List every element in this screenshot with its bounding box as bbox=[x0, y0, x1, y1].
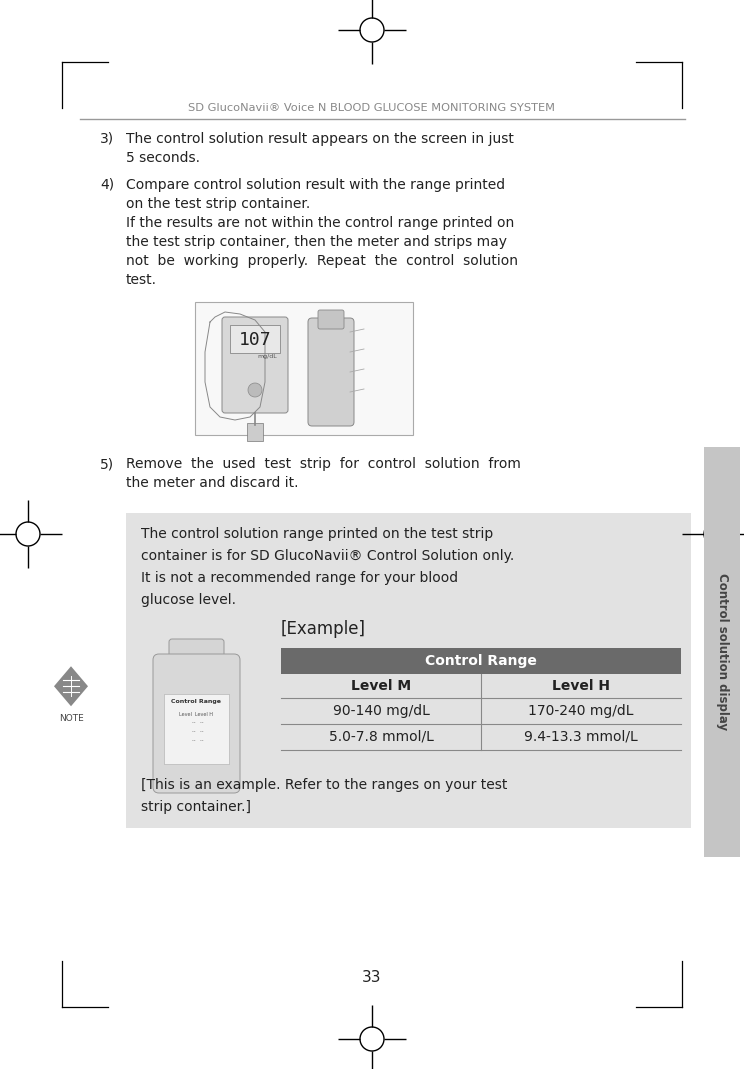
Text: Control Range: Control Range bbox=[425, 654, 537, 668]
Text: Level M: Level M bbox=[351, 679, 411, 693]
Text: If the results are not within the control range printed on: If the results are not within the contro… bbox=[126, 216, 514, 230]
Text: mg/dL: mg/dL bbox=[257, 354, 277, 359]
FancyBboxPatch shape bbox=[222, 317, 288, 413]
Text: 90-140 mg/dL: 90-140 mg/dL bbox=[333, 704, 429, 718]
Text: 33: 33 bbox=[362, 970, 382, 985]
Text: NOTE: NOTE bbox=[59, 714, 83, 724]
Text: Level H: Level H bbox=[552, 679, 610, 693]
FancyBboxPatch shape bbox=[308, 317, 354, 427]
FancyBboxPatch shape bbox=[153, 654, 240, 793]
Text: 3): 3) bbox=[100, 131, 114, 146]
Text: Control Range: Control Range bbox=[171, 699, 221, 704]
Text: 4): 4) bbox=[100, 179, 114, 192]
FancyBboxPatch shape bbox=[281, 648, 681, 673]
Text: 5.0-7.8 mmol/L: 5.0-7.8 mmol/L bbox=[329, 730, 434, 744]
Text: --   --: -- -- bbox=[189, 729, 203, 734]
FancyBboxPatch shape bbox=[164, 694, 229, 764]
FancyBboxPatch shape bbox=[318, 310, 344, 329]
Text: The control solution result appears on the screen in just: The control solution result appears on t… bbox=[126, 131, 514, 146]
Text: test.: test. bbox=[126, 273, 157, 286]
Text: strip container.]: strip container.] bbox=[141, 800, 251, 814]
FancyBboxPatch shape bbox=[247, 423, 263, 441]
Text: Control solution display: Control solution display bbox=[716, 573, 728, 730]
Text: 5): 5) bbox=[100, 458, 114, 471]
Text: the meter and discard it.: the meter and discard it. bbox=[126, 476, 298, 490]
Text: 170-240 mg/dL: 170-240 mg/dL bbox=[528, 704, 634, 718]
Text: 107: 107 bbox=[239, 331, 272, 348]
Text: [This is an example. Refer to the ranges on your test: [This is an example. Refer to the ranges… bbox=[141, 778, 507, 792]
Text: glucose level.: glucose level. bbox=[141, 593, 236, 607]
FancyBboxPatch shape bbox=[169, 639, 224, 667]
FancyBboxPatch shape bbox=[230, 325, 280, 353]
Circle shape bbox=[248, 383, 262, 397]
Text: Remove  the  used  test  strip  for  control  solution  from: Remove the used test strip for control s… bbox=[126, 458, 521, 471]
Text: 5 seconds.: 5 seconds. bbox=[126, 151, 200, 165]
Text: container is for SD GlucoNavii® Control Solution only.: container is for SD GlucoNavii® Control … bbox=[141, 549, 514, 563]
Text: the test strip container, then the meter and strips may: the test strip container, then the meter… bbox=[126, 235, 507, 249]
Text: The control solution range printed on the test strip: The control solution range printed on th… bbox=[141, 527, 493, 541]
Text: [Example]: [Example] bbox=[281, 620, 366, 638]
FancyBboxPatch shape bbox=[195, 303, 413, 435]
Text: It is not a recommended range for your blood: It is not a recommended range for your b… bbox=[141, 571, 458, 585]
Text: on the test strip container.: on the test strip container. bbox=[126, 197, 310, 211]
Text: --   --: -- -- bbox=[189, 721, 203, 725]
Text: SD GlucoNavii® Voice N BLOOD GLUCOSE MONITORING SYSTEM: SD GlucoNavii® Voice N BLOOD GLUCOSE MON… bbox=[188, 103, 556, 113]
Text: 9.4-13.3 mmol/L: 9.4-13.3 mmol/L bbox=[524, 730, 638, 744]
FancyBboxPatch shape bbox=[126, 513, 691, 828]
Text: Compare control solution result with the range printed: Compare control solution result with the… bbox=[126, 179, 505, 192]
Polygon shape bbox=[54, 666, 88, 707]
Text: --   --: -- -- bbox=[189, 738, 203, 743]
Text: not  be  working  properly.  Repeat  the  control  solution: not be working properly. Repeat the cont… bbox=[126, 254, 518, 268]
FancyBboxPatch shape bbox=[704, 447, 740, 857]
Text: Level  Level H: Level Level H bbox=[179, 712, 213, 717]
